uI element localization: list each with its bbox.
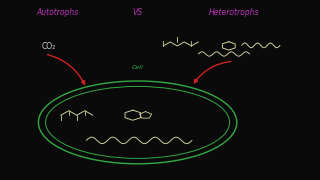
Text: Heterotrophs: Heterotrophs [208,8,259,17]
Text: VS: VS [132,8,143,17]
Text: Cell: Cell [132,65,143,70]
Text: CO₂: CO₂ [42,42,56,51]
Text: Autotrophs: Autotrophs [36,8,79,17]
